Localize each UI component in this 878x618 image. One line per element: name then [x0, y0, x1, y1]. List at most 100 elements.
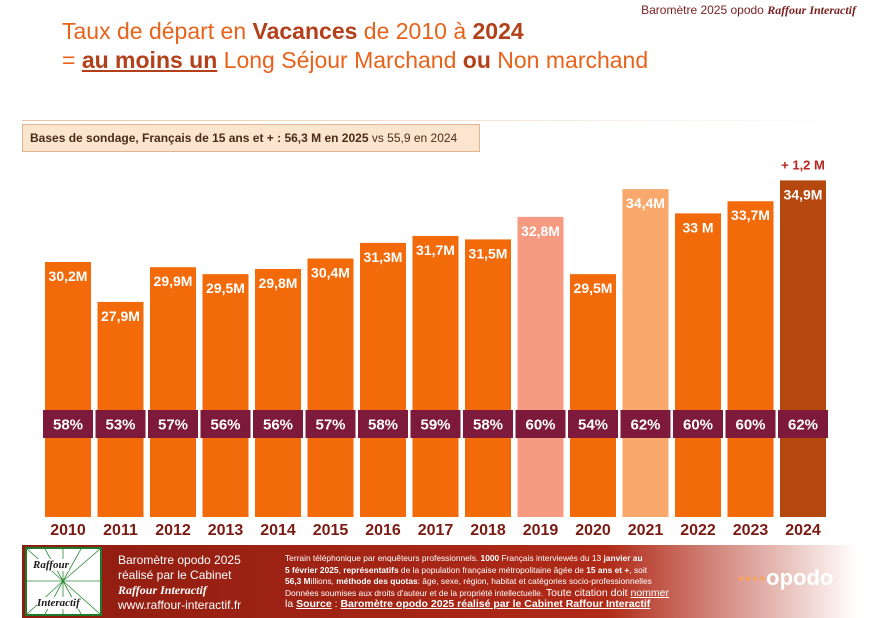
year-label-2018: 2018	[470, 522, 506, 539]
title2-a: =	[62, 47, 82, 73]
percent-band-2013	[200, 410, 251, 438]
page-title: Taux de départ en Vacances de 2010 à 202…	[62, 18, 524, 45]
bar-2023	[727, 201, 774, 518]
bar-2012	[150, 267, 196, 517]
bar-2021	[622, 189, 669, 517]
year-label-2016: 2016	[365, 522, 401, 539]
percent-label-2019: 60%	[525, 417, 555, 434]
year-label-2014: 2014	[260, 522, 296, 539]
value-label-2012: 29,9M	[154, 273, 193, 289]
opodo-dots-icon: ●●●●	[738, 573, 767, 585]
opodo-wordmark: opodo	[766, 565, 834, 590]
year-label-2023: 2023	[733, 522, 769, 539]
percent-label-2024: 62%	[788, 417, 818, 434]
value-label-2020: 29,5M	[574, 280, 613, 296]
opodo-logo: ●●●●opodo	[738, 565, 833, 591]
raffour-logo: Raffour Interactif	[25, 547, 102, 616]
value-label-2010: 30,2M	[49, 268, 88, 284]
value-label-2021: 34,4M	[626, 195, 665, 211]
percent-label-2011: 53%	[105, 417, 135, 434]
year-label-2017: 2017	[418, 522, 454, 539]
mid-2b: ,	[338, 564, 344, 575]
value-label-2015: 30,4M	[311, 265, 350, 281]
value-label-2013: 29,5M	[206, 280, 245, 296]
percent-label-2023: 60%	[735, 417, 765, 434]
percent-band-2020	[568, 410, 618, 438]
mid-4c: nommer	[630, 586, 670, 599]
bar-2017	[412, 235, 459, 517]
title1-a: Taux de départ en	[62, 18, 253, 44]
logo-text-bottom: Interactif	[37, 597, 80, 609]
percent-label-2021: 62%	[630, 417, 660, 434]
top-credit-prefix: Baromètre 2025 opodo	[641, 3, 764, 17]
percent-label-2020: 54%	[578, 417, 608, 434]
percent-band-2011	[95, 410, 146, 438]
percent-label-2017: 59%	[420, 417, 450, 434]
percent-label-2010: 58%	[53, 417, 83, 434]
mid-1d: janvier au	[603, 553, 643, 563]
value-label-2023: 33,7M	[731, 207, 770, 223]
mid-2d: de la population française métropolitain…	[398, 564, 587, 575]
value-label-2018: 31,5M	[469, 245, 508, 261]
bar-2016	[360, 242, 406, 518]
mid-4b: Toute citation doit	[543, 586, 631, 599]
percent-band-2018	[463, 410, 513, 438]
logo-text-top: Raffour	[33, 559, 69, 571]
mid-1b: 1000	[480, 553, 500, 563]
top-credit-brand: Raffour Interactif	[767, 3, 856, 17]
year-label-2019: 2019	[523, 522, 559, 539]
percent-band-2024	[778, 410, 828, 438]
percent-band-2019	[515, 410, 566, 438]
mid-2f: , soit	[629, 564, 648, 575]
bar-2018	[465, 239, 511, 517]
base-note: Bases de sondage, Français de 15 ans et …	[22, 124, 480, 152]
bar-2019	[517, 216, 564, 517]
mid-2e: 15 ans et +	[586, 564, 630, 575]
title1-d: 2024	[472, 18, 524, 44]
title2-b: au moins un	[81, 47, 218, 73]
delta-annotation: + 1,2 M	[781, 157, 825, 172]
year-label-2012: 2012	[155, 522, 191, 539]
value-label-2017: 31,7M	[416, 242, 455, 258]
mid-1: Terrain téléphonique par enquêteurs prof…	[285, 553, 481, 563]
percent-label-2014: 56%	[263, 417, 293, 434]
percent-label-2016: 58%	[368, 417, 398, 434]
bar-2024	[780, 180, 826, 517]
page-subtitle: = au moins un Long Séjour Marchand ou No…	[62, 47, 648, 74]
year-label-2020: 2020	[575, 522, 611, 539]
base-note-bold: Bases de sondage, Français de 15 ans et …	[30, 131, 369, 145]
footer-methodology: Terrain téléphonique par enquêteurs prof…	[285, 553, 725, 611]
mid-4: Données soumises aux droits d'auteur et …	[285, 587, 544, 598]
header-separator	[22, 120, 848, 121]
year-label-2011: 2011	[103, 522, 138, 539]
mid-5d: Baromètre opodo 2025 réalisé par le Cabi…	[340, 598, 651, 610]
bar-2011	[97, 301, 144, 517]
value-label-2011: 27,9M	[101, 308, 140, 324]
footer-brand: Raffour Interactif	[118, 583, 207, 597]
footer-line1: Baromètre opodo 2025	[118, 553, 241, 567]
value-label-2019: 32,8M	[521, 223, 560, 239]
value-label-2016: 31,3M	[364, 249, 403, 265]
bar-2015	[307, 258, 354, 517]
mid-3a: 56,3 M	[285, 576, 311, 586]
percent-band-2015	[305, 410, 356, 438]
title1-b: Vacances	[252, 18, 358, 44]
base-note-rest: vs 55,9 en 2024	[368, 131, 458, 145]
percent-label-2012: 57%	[158, 417, 188, 434]
title2-c: Long Séjour Marchand	[217, 47, 463, 73]
title2-e: Non marchand	[490, 47, 649, 73]
value-label-2014: 29,8M	[259, 275, 298, 291]
title2-d: ou	[462, 47, 491, 73]
percent-label-2022: 60%	[683, 417, 713, 434]
mid-5c: :	[331, 598, 341, 610]
percent-label-2015: 57%	[315, 417, 345, 434]
percent-band-2022	[673, 410, 723, 438]
mid-2c: représentatifs	[343, 564, 399, 575]
top-credit: Baromètre 2025 opodo Raffour Interactif	[641, 3, 856, 18]
bar-2013	[202, 274, 249, 517]
footer-url[interactable]: www.raffour-interactif.fr	[118, 598, 242, 612]
percent-band-2012	[148, 410, 198, 438]
bar-2020	[570, 274, 616, 517]
percent-label-2013: 56%	[210, 417, 240, 434]
percent-band-2023	[725, 410, 776, 438]
